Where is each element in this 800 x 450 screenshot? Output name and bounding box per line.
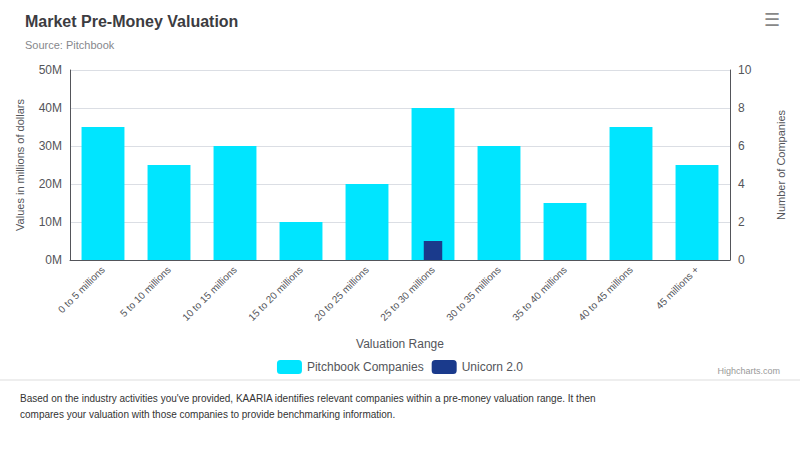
svg-text:10 to 15 millions: 10 to 15 millions: [180, 264, 239, 323]
svg-text:45 millions +: 45 millions +: [654, 264, 701, 311]
svg-text:25 to 30 millions: 25 to 30 millions: [378, 264, 437, 323]
svg-text:2: 2: [738, 215, 745, 229]
svg-text:6: 6: [738, 139, 745, 153]
svg-text:40M: 40M: [39, 101, 62, 115]
svg-text:30M: 30M: [39, 139, 62, 153]
svg-text:50M: 50M: [39, 63, 62, 77]
svg-text:10: 10: [738, 63, 752, 77]
svg-text:compares your valuation with t: compares your valuation with those compa…: [20, 409, 395, 420]
svg-text:Number of Companies: Number of Companies: [775, 109, 787, 220]
svg-text:Market Pre-Money Valuation: Market Pre-Money Valuation: [25, 13, 238, 30]
svg-text:Values in millions of dollars: Values in millions of dollars: [14, 99, 26, 231]
svg-text:4: 4: [738, 177, 745, 191]
svg-text:30 to 35 millions: 30 to 35 millions: [444, 264, 503, 323]
svg-text:10M: 10M: [39, 215, 62, 229]
svg-text:Unicorn 2.0: Unicorn 2.0: [462, 360, 524, 374]
svg-text:35 to 40 millions: 35 to 40 millions: [510, 264, 569, 323]
svg-text:20 to 25 millions: 20 to 25 millions: [312, 264, 371, 323]
svg-text:Source: Pitchbook: Source: Pitchbook: [25, 39, 115, 51]
svg-text:Based on the industry activiti: Based on the industry activities you've …: [20, 393, 596, 404]
svg-text:Valuation Range: Valuation Range: [356, 337, 444, 351]
svg-text:0M: 0M: [45, 253, 62, 267]
svg-text:0 to 5 millions: 0 to 5 millions: [56, 264, 107, 315]
svg-text:40 to 45 millions: 40 to 45 millions: [576, 264, 635, 323]
svg-text:Highcharts.com: Highcharts.com: [717, 366, 780, 376]
svg-text:15 to 20 millions: 15 to 20 millions: [246, 264, 305, 323]
svg-text:8: 8: [738, 101, 745, 115]
svg-text:20M: 20M: [39, 177, 62, 191]
svg-text:Pitchbook Companies: Pitchbook Companies: [307, 360, 424, 374]
svg-text:5 to 10 millions: 5 to 10 millions: [118, 264, 173, 319]
svg-text:☰: ☰: [764, 9, 780, 30]
svg-text:0: 0: [738, 253, 745, 267]
